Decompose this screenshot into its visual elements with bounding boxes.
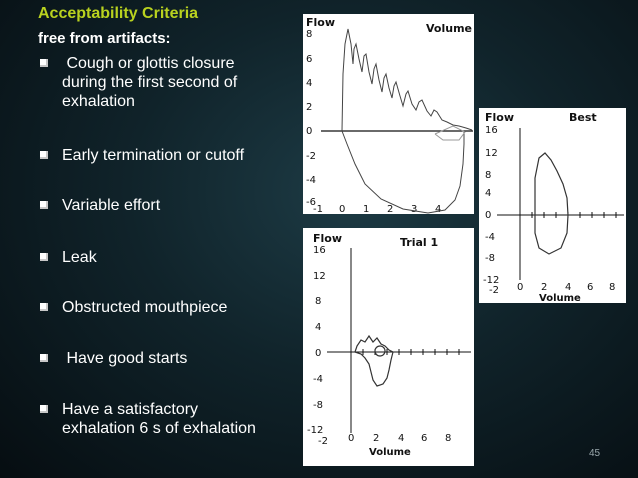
square-bullet-icon (40, 151, 48, 159)
square-bullet-icon (40, 405, 48, 413)
x-tick: 8 (609, 282, 615, 293)
x-tick: 1 (363, 204, 369, 214)
y-axis-labels: 16 12 8 4 0 -4 -8 -12 (483, 125, 499, 286)
bullet-text: Leak (62, 249, 97, 266)
flow-volume-graph-best: Flow Best 16 12 8 4 0 -4 -8 -12 -2 0 2 4… (479, 108, 626, 303)
inspiratory-curve (341, 130, 465, 214)
x-tick: 8 (445, 433, 451, 444)
x-axis-label: Volume (539, 293, 581, 303)
x-axis-labels: -2 0 2 4 6 8 (318, 433, 451, 447)
y-tick: -8 (313, 400, 323, 411)
y-tick: 6 (306, 54, 312, 65)
y-tick: -2 (306, 151, 316, 162)
x-tick: 0 (339, 204, 345, 214)
graph-ylabel: Flow (485, 111, 514, 124)
y-tick: 16 (313, 245, 326, 256)
square-bullet-icon (40, 303, 48, 311)
y-tick: 8 (315, 296, 321, 307)
square-bullet-icon (40, 59, 48, 67)
y-tick: -6 (306, 197, 316, 208)
y-tick: 8 (306, 29, 312, 40)
y-axis-labels: 8 6 4 2 0 -2 -4 -6 (306, 29, 316, 208)
bullet-text: Have good starts (62, 350, 188, 367)
slide-title: Acceptability Criteria (38, 5, 199, 22)
y-tick: 4 (485, 188, 491, 199)
x-axis-label: Volume (369, 447, 411, 458)
x-tick: 4 (435, 204, 441, 214)
y-tick: 0 (485, 210, 491, 221)
square-bullet-icon (40, 253, 48, 261)
bullet-text: Have a satisfactory exhalation 6 s of ex… (62, 401, 256, 437)
x-tick: 6 (421, 433, 427, 444)
x-tick: -2 (489, 285, 499, 296)
y-tick: 4 (306, 78, 312, 89)
square-bullet-icon (40, 354, 48, 362)
bullet-text: Variable effort (62, 197, 161, 214)
y-tick: -4 (485, 232, 495, 243)
y-tick: 12 (313, 271, 326, 282)
page-number: 45 (589, 448, 601, 459)
x-tick: 0 (517, 282, 523, 293)
x-axis-tick-marks (362, 349, 460, 355)
x-tick: 3 (411, 204, 417, 214)
y-tick: 0 (315, 348, 321, 359)
graph-ylabel: Flow (306, 16, 335, 29)
bullet-text: Cough or glottis closure during the firs… (62, 55, 238, 110)
x-tick: 0 (348, 433, 354, 444)
flow-volume-loop-trial-1 (354, 334, 394, 387)
y-tick: 16 (485, 125, 498, 136)
small-loop (434, 125, 466, 141)
x-axis-labels: -2 0 2 4 6 8 (489, 282, 615, 296)
x-axis-labels: -1 0 1 2 3 4 (313, 204, 441, 214)
square-bullet-icon (40, 201, 48, 209)
y-tick: -4 (313, 374, 323, 385)
graph-title: Best (569, 111, 597, 124)
graph-header: Volume (426, 22, 472, 35)
flow-volume-graph-trial-1: Flow Trial 1 16 12 8 4 0 -4 -8 -12 -2 0 … (303, 228, 474, 466)
x-tick: -2 (318, 436, 328, 447)
x-tick: 2 (373, 433, 379, 444)
bullet-text: Obstructed mouthpiece (62, 299, 228, 316)
y-tick: 2 (306, 102, 312, 113)
x-tick: 4 (565, 282, 571, 293)
cough-artifact-marker (374, 345, 386, 357)
x-tick: 4 (398, 433, 404, 444)
graph-ylabel: Flow (313, 232, 342, 245)
flow-volume-graph-cough: Flow Volume 8 6 4 2 0 -2 -4 -6 -1 0 1 2 … (303, 14, 474, 214)
x-tick: 2 (541, 282, 547, 293)
graph-title: Trial 1 (400, 236, 438, 249)
y-tick: -12 (307, 425, 323, 436)
y-tick: -4 (306, 175, 316, 186)
x-tick: 2 (387, 204, 393, 214)
flow-curve-with-cough (341, 28, 473, 132)
bullet-text: Early termination or cutoff (62, 147, 245, 164)
y-tick: 12 (485, 148, 498, 159)
y-tick: -8 (485, 253, 495, 264)
y-tick: 0 (306, 126, 312, 137)
y-tick: 4 (315, 322, 321, 333)
x-tick: 6 (587, 282, 593, 293)
flow-volume-loop-best (534, 152, 569, 255)
slide-subtitle: free from artifacts: (38, 30, 171, 47)
y-tick: -12 (483, 275, 499, 286)
y-axis-labels: 16 12 8 4 0 -4 -8 -12 (307, 245, 326, 436)
x-tick: -1 (313, 204, 323, 214)
y-tick: 8 (485, 170, 491, 181)
